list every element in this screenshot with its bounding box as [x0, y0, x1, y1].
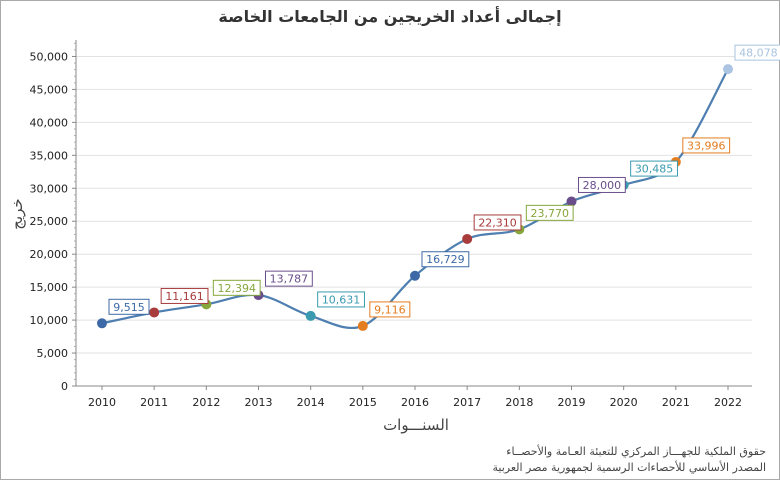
data-label-2012: 12,394 — [217, 282, 256, 295]
data-point-2015 — [357, 320, 368, 331]
x-tick-label: 2019 — [558, 396, 586, 409]
y-tick-label: 20,000 — [30, 248, 69, 261]
data-label-2022: 48,078 — [739, 47, 778, 60]
x-tick-label: 2021 — [662, 396, 690, 409]
x-tick-label: 2010 — [88, 396, 116, 409]
footer-copyright: حقوق الملكية للجهـــاز المركزي للتعبئة ا… — [506, 444, 766, 458]
data-label-2014: 10,631 — [322, 293, 361, 306]
data-label-box — [317, 291, 365, 308]
data-label-box — [630, 160, 678, 177]
data-label-box — [734, 44, 780, 61]
data-label-2013: 13,787 — [270, 273, 309, 286]
x-tick-label: 2017 — [453, 396, 481, 409]
data-label-box — [421, 251, 470, 268]
x-axis-ticks: 2010 2011 2012 2013 2014 2015 2016 2017 2018 2019… — [88, 386, 742, 409]
y-tick-label: 30,000 — [30, 182, 69, 195]
x-tick-label: 2013 — [245, 396, 273, 409]
y-tick-label: 15,000 — [30, 281, 69, 294]
data-label-2016: 16,729 — [426, 253, 465, 266]
data-label-box — [525, 204, 574, 221]
data-label-box — [473, 214, 522, 231]
y-tick-label: 45,000 — [30, 83, 69, 96]
x-tick-label: 2020 — [610, 396, 638, 409]
data-label-2015: 9,116 — [374, 303, 406, 316]
data-point-2022 — [723, 64, 733, 75]
data-label-box — [578, 176, 626, 193]
y-tick-label: 10,000 — [30, 314, 69, 327]
data-label-box — [682, 137, 731, 154]
data-label-box — [160, 287, 209, 304]
y-axis-title: خريج — [8, 198, 26, 229]
data-label-box — [212, 279, 261, 296]
data-label-box — [369, 301, 411, 318]
data-point-2014 — [305, 310, 316, 321]
data-point-2019 — [566, 196, 577, 207]
data-point-2011 — [149, 307, 160, 318]
data-label-2019: 28,000 — [583, 179, 622, 192]
data-label-box — [108, 298, 150, 315]
x-tick-label: 2018 — [505, 396, 533, 409]
y-tick-label: 5,000 — [37, 347, 69, 360]
data-point-2017 — [462, 233, 473, 244]
footer-source: المصدر الأساسي للأحصاءات الرسمية لجمهوري… — [492, 460, 766, 474]
y-tick-label: 25,000 — [30, 215, 69, 228]
chart-title: إجمالى أعداد الخريجين من الجامعات الخاصة — [218, 6, 561, 26]
data-label-2010: 9,515 — [113, 301, 145, 314]
data-label-2020: 30,485 — [635, 163, 674, 176]
data-label-2018: 23,770 — [530, 207, 569, 220]
y-gridlines — [76, 55, 752, 354]
data-point-2010 — [97, 318, 107, 329]
x-tick-label: 2016 — [401, 396, 429, 409]
x-axis-title: السنـــوات — [383, 416, 449, 434]
x-tick-label: 2015 — [349, 396, 377, 409]
y-tick-label: 0 — [61, 380, 68, 393]
x-tick-label: 2022 — [714, 396, 742, 409]
x-tick-label: 2014 — [297, 396, 325, 409]
y-tick-label: 40,000 — [30, 116, 69, 129]
data-label-2011: 11,161 — [165, 290, 204, 303]
y-tick-label: 50,000 — [30, 50, 69, 63]
x-tick-label: 2011 — [140, 396, 168, 409]
data-label-2021: 33,996 — [687, 139, 726, 152]
x-tick-label: 2012 — [192, 396, 220, 409]
data-label-2017: 22,310 — [478, 216, 517, 229]
data-point-2016 — [410, 270, 420, 281]
y-tick-label: 35,000 — [30, 149, 69, 162]
data-labels: 9,515 11,161 12,394 13,787 10,631 9,116 16,729… — [108, 44, 780, 318]
y-axis-ticks: 0 5,000 10,000 15,000 20,000 25,000 30,000 35,0… — [30, 42, 76, 393]
data-label-box — [265, 270, 313, 287]
